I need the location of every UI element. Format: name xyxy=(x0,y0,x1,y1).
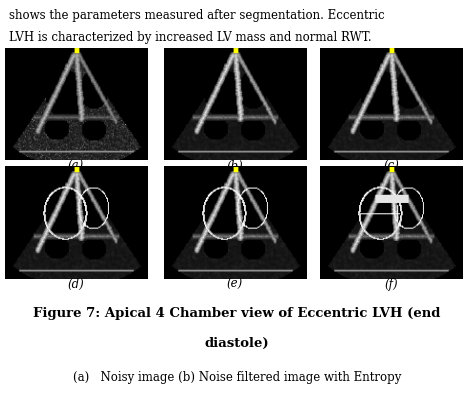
Text: (d): (d) xyxy=(67,278,84,291)
Text: Figure 7: Apical 4 Chamber view of Eccentric LVH (end: Figure 7: Apical 4 Chamber view of Eccen… xyxy=(33,308,441,320)
Text: LVH is characterized by increased LV mass and normal RWT.: LVH is characterized by increased LV mas… xyxy=(9,31,372,44)
Text: (e): (e) xyxy=(227,278,243,291)
Text: (b): (b) xyxy=(226,160,243,173)
Text: (a)   Noisy image (b) Noise filtered image with Entropy: (a) Noisy image (b) Noise filtered image… xyxy=(73,371,401,384)
Text: diastole): diastole) xyxy=(205,337,269,350)
Text: (f): (f) xyxy=(384,278,398,291)
Text: shows the parameters measured after segmentation. Eccentric: shows the parameters measured after segm… xyxy=(9,9,385,22)
Text: (a): (a) xyxy=(68,160,84,173)
Text: (c): (c) xyxy=(383,160,399,173)
